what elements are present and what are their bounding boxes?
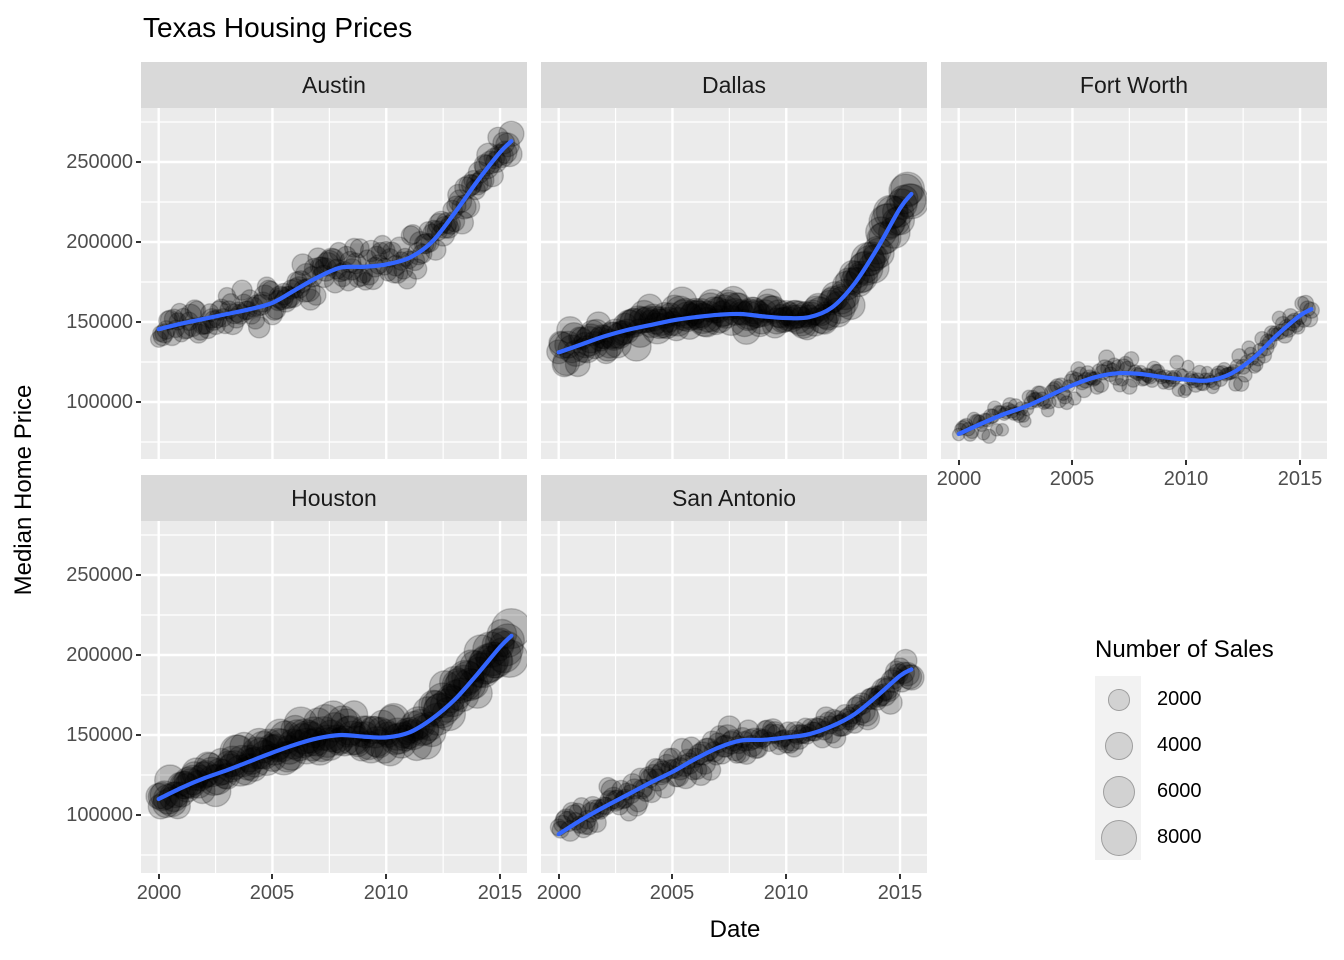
smooth-line xyxy=(156,139,514,332)
x-tick-mark xyxy=(385,874,387,879)
x-tick-label: 2010 xyxy=(1163,468,1209,490)
y-axis-title-text: Median Home Price xyxy=(10,384,37,596)
facet-panel-houston xyxy=(141,521,527,873)
x-tick-label: 2005 xyxy=(649,882,695,904)
facet-strip-label: Austin xyxy=(302,71,366,98)
x-tick-mark xyxy=(1299,460,1301,465)
size-legend: Number of Sales 2000 4000 6000 8000 xyxy=(1095,636,1274,860)
x-tick-mark xyxy=(958,460,960,465)
x-tick-mark xyxy=(558,874,560,879)
x-tick-mark xyxy=(158,874,160,879)
smooth-line xyxy=(956,307,1314,437)
x-tick-mark xyxy=(1071,460,1073,465)
y-tick-label: 200000 xyxy=(66,231,133,253)
facet-strip-label: San Antonio xyxy=(671,484,797,511)
legend-size-circle xyxy=(1102,775,1136,809)
legend-size-circle xyxy=(1100,819,1138,857)
y-tick-mark xyxy=(136,321,141,323)
x-tick-label: 2000 xyxy=(136,882,182,904)
scatter-points xyxy=(549,648,925,842)
facet-panel-fort-worth xyxy=(941,108,1327,459)
y-tick-label: 100000 xyxy=(66,804,133,826)
x-axis-title: Date xyxy=(709,916,761,943)
y-tick-mark xyxy=(136,401,141,403)
x-tick-mark xyxy=(271,874,273,879)
legend-size-circle xyxy=(1105,732,1133,760)
legend-key xyxy=(1095,768,1141,814)
facet-strip-houston: Houston xyxy=(141,475,527,521)
smooth-line xyxy=(556,191,914,355)
x-tick-label: 2000 xyxy=(936,468,982,490)
facet-strip-dallas: Dallas xyxy=(541,62,927,108)
y-tick-mark xyxy=(136,161,141,163)
x-tick-label: 2015 xyxy=(877,882,923,904)
facet-panel-austin xyxy=(141,108,527,459)
legend-size-circle xyxy=(1108,689,1130,711)
y-tick-label: 150000 xyxy=(66,311,133,333)
x-tick-mark xyxy=(499,874,501,879)
facet-strip-austin: Austin xyxy=(141,62,527,108)
facet-panel-dallas xyxy=(541,108,927,459)
legend-label: 2000 xyxy=(1157,688,1202,710)
facet-strip-label: Dallas xyxy=(702,71,766,98)
legend-label: 6000 xyxy=(1157,780,1202,802)
x-tick-label: 2010 xyxy=(363,882,409,904)
x-tick-mark xyxy=(671,874,673,879)
facet-panel-san-antonio xyxy=(541,521,927,873)
smooth-line xyxy=(556,667,914,837)
x-tick-mark xyxy=(785,874,787,879)
smooth-line xyxy=(156,633,514,802)
facet-strip-fort-worth: Fort Worth xyxy=(941,62,1327,108)
legend-title: Number of Sales xyxy=(1095,636,1274,663)
legend-key xyxy=(1095,722,1141,768)
y-tick-label: 100000 xyxy=(66,391,133,413)
y-tick-label: 250000 xyxy=(66,564,133,586)
x-tick-label: 2005 xyxy=(249,882,295,904)
y-tick-label: 250000 xyxy=(66,151,133,173)
page-title: Texas Housing Prices xyxy=(143,12,413,43)
facet-strip-label: Houston xyxy=(291,484,377,511)
facet-strip-label: Fort Worth xyxy=(1079,71,1189,98)
y-tick-mark xyxy=(136,814,141,816)
y-tick-label: 150000 xyxy=(66,724,133,746)
x-tick-label: 2000 xyxy=(536,882,582,904)
facet-strip-san-antonio: San Antonio xyxy=(541,475,927,521)
x-tick-label: 2015 xyxy=(477,882,523,904)
x-tick-mark xyxy=(1185,460,1187,465)
legend-key xyxy=(1095,676,1141,722)
legend-items: 2000 4000 6000 8000 xyxy=(1095,676,1274,860)
scatter-points xyxy=(951,294,1321,444)
x-tick-label: 2015 xyxy=(1277,468,1323,490)
legend-key xyxy=(1095,814,1141,860)
y-tick-mark xyxy=(136,574,141,576)
legend-label: 4000 xyxy=(1157,734,1202,756)
x-tick-mark xyxy=(899,874,901,879)
y-tick-mark xyxy=(136,241,141,243)
y-tick-mark xyxy=(136,734,141,736)
x-tick-label: 2010 xyxy=(763,882,809,904)
legend-label: 8000 xyxy=(1157,826,1202,848)
y-tick-label: 200000 xyxy=(66,644,133,666)
y-tick-mark xyxy=(136,654,141,656)
x-tick-label: 2005 xyxy=(1049,468,1095,490)
